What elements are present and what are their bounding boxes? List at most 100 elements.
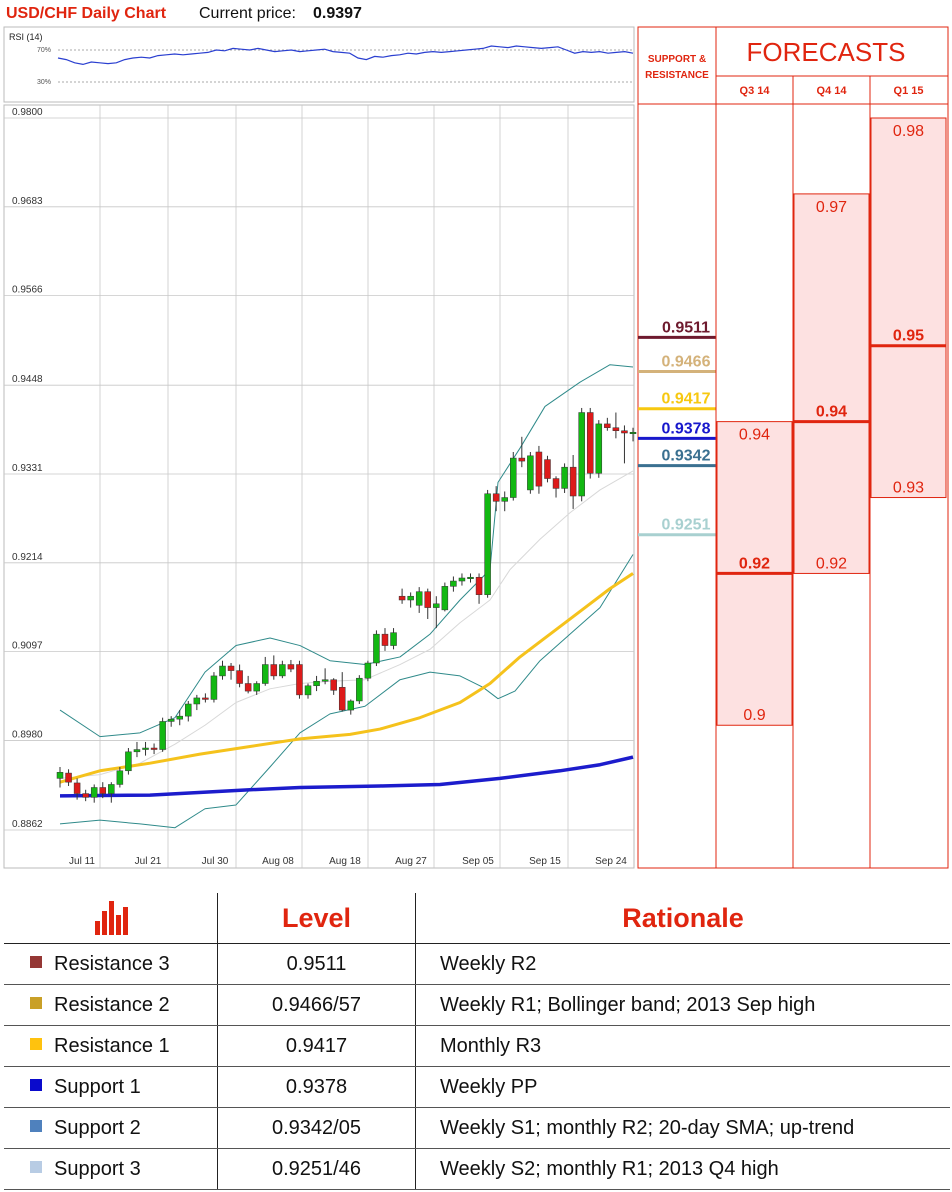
candlesticks — [56, 407, 637, 803]
bollinger-middle — [59, 470, 634, 779]
candle-body — [441, 586, 449, 611]
row-name: Resistance 3 — [54, 952, 170, 975]
resistance-2-swatch — [30, 997, 42, 1010]
x-tick-label: Aug 08 — [262, 856, 294, 867]
table-row: Support 1 0.9378 Weekly PP — [4, 1066, 950, 1108]
candle-body — [475, 576, 483, 595]
candle-body — [253, 683, 260, 692]
table-row: Resistance 2 0.9466/57 Weekly R1; Bollin… — [4, 984, 950, 1026]
candle-body — [73, 782, 81, 794]
forecast-median: 0.95 — [893, 328, 924, 345]
y-axis-labels: 0.9800 0.9683 0.9566 0.9448 0.9331 0.9214 0.90… — [12, 107, 43, 830]
forecasts-title: FORECASTS — [747, 37, 906, 67]
levels-table: Level Rationale Resistance 3 0.9511 Week… — [4, 893, 950, 1190]
y-tick-label: 0.9448 — [12, 374, 43, 385]
candle-body — [407, 595, 414, 601]
candle-body — [373, 633, 380, 664]
x-tick-label: Jul 11 — [69, 856, 95, 867]
candle-body — [390, 632, 397, 646]
resistance-1-swatch — [30, 1038, 42, 1051]
rsi-tick-70: 70% — [37, 47, 51, 54]
table-header-icon-cell — [4, 893, 218, 944]
table-row: Resistance 3 0.9511 Weekly R2 — [4, 943, 950, 985]
candle-body — [193, 697, 201, 705]
candle-body — [569, 466, 577, 497]
candle-body — [270, 664, 278, 677]
forecast-high: 0.94 — [739, 427, 770, 444]
candle-body — [227, 665, 235, 671]
rsi-label: RSI (14) — [9, 32, 43, 42]
candle-body — [433, 603, 440, 608]
candle-body — [219, 665, 226, 677]
candle-body — [185, 703, 192, 717]
candle-body — [364, 662, 372, 679]
candle-body — [552, 478, 560, 489]
resistance-3-swatch — [30, 956, 42, 969]
candle-body — [458, 577, 466, 582]
x-tick-label: Sep 05 — [462, 856, 494, 867]
bollinger-lower — [59, 554, 634, 829]
candle-body — [236, 670, 243, 684]
candle-body — [415, 591, 423, 606]
sr-levels: 0.9511 0.9466 0.9417 0.9378 0.9342 0.9251 — [638, 319, 716, 537]
row-name: Support 2 — [54, 1116, 141, 1139]
row-name: Resistance 2 — [54, 993, 170, 1016]
y-tick-label: 0.9566 — [12, 285, 43, 296]
support-1-swatch — [30, 1079, 42, 1092]
forecast-high: 0.97 — [816, 199, 847, 216]
x-tick-label: Sep 15 — [529, 856, 561, 867]
sr-value: 0.9378 — [662, 420, 711, 437]
sma-blue — [59, 755, 634, 798]
candle-body — [99, 787, 107, 794]
candle-body — [544, 459, 551, 479]
row-rationale: Weekly S1; monthly R2; 20-day SMA; up-tr… — [415, 1107, 950, 1149]
support-2-swatch — [30, 1120, 42, 1133]
candle-body — [604, 423, 611, 428]
row-level: 0.9417 — [217, 1025, 416, 1067]
current-price-label: Current price: — [199, 5, 296, 22]
y-tick-label: 0.8862 — [12, 819, 43, 830]
y-tick-label: 0.9800 — [12, 107, 43, 118]
candle-body — [450, 580, 457, 587]
candle-body — [116, 770, 124, 785]
y-tick-label: 0.9214 — [12, 552, 43, 563]
row-rationale: Weekly R1; Bollinger band; 2013 Sep high — [415, 984, 950, 1026]
candle-body — [595, 423, 603, 474]
candle-body — [202, 697, 209, 700]
row-level: 0.9466/57 — [217, 984, 416, 1026]
current-price-value: 0.9397 — [313, 5, 362, 22]
candle-body — [356, 677, 363, 702]
candle-body — [262, 664, 269, 684]
table-row: Resistance 1 0.9417 Monthly R3 — [4, 1025, 950, 1067]
forecast-high: 0.98 — [893, 123, 924, 140]
candle-body — [304, 685, 312, 696]
sma-yellow — [59, 572, 634, 784]
chart-title: USD/CHF Daily Chart — [6, 5, 167, 22]
rsi-line — [57, 45, 634, 66]
candle-body — [621, 430, 628, 434]
candle-body — [330, 679, 337, 691]
candle-body — [578, 412, 585, 497]
forecast-median: 0.94 — [816, 404, 847, 421]
candle-body — [381, 633, 389, 646]
candle-body — [142, 747, 149, 750]
row-level: 0.9342/05 — [217, 1107, 416, 1149]
sr-header-line2: RESISTANCE — [645, 70, 709, 81]
row-rationale: Monthly R3 — [415, 1025, 950, 1067]
candle-body — [287, 664, 295, 670]
candle-body — [467, 576, 474, 579]
forecast-low: 0.92 — [816, 555, 847, 572]
candle-body — [586, 412, 594, 474]
x-tick-label: Jul 30 — [202, 856, 229, 867]
price-chart: 0.9800 0.9683 0.9566 0.9448 0.9331 0.9214 0.90… — [3, 104, 637, 869]
candle-body — [527, 455, 534, 491]
forecast-col-label: Q4 14 — [817, 85, 848, 97]
row-name: Support 3 — [54, 1157, 141, 1180]
candle-body — [56, 772, 64, 779]
table-row: Support 3 0.9251/46 Weekly S2; monthly R… — [4, 1148, 950, 1190]
candle-body — [125, 751, 132, 772]
forecast-median: 0.92 — [739, 555, 770, 572]
sr-header-line1: SUPPORT & — [648, 54, 706, 65]
forecast-col-label: Q1 15 — [894, 85, 924, 97]
candle-body — [167, 718, 175, 722]
